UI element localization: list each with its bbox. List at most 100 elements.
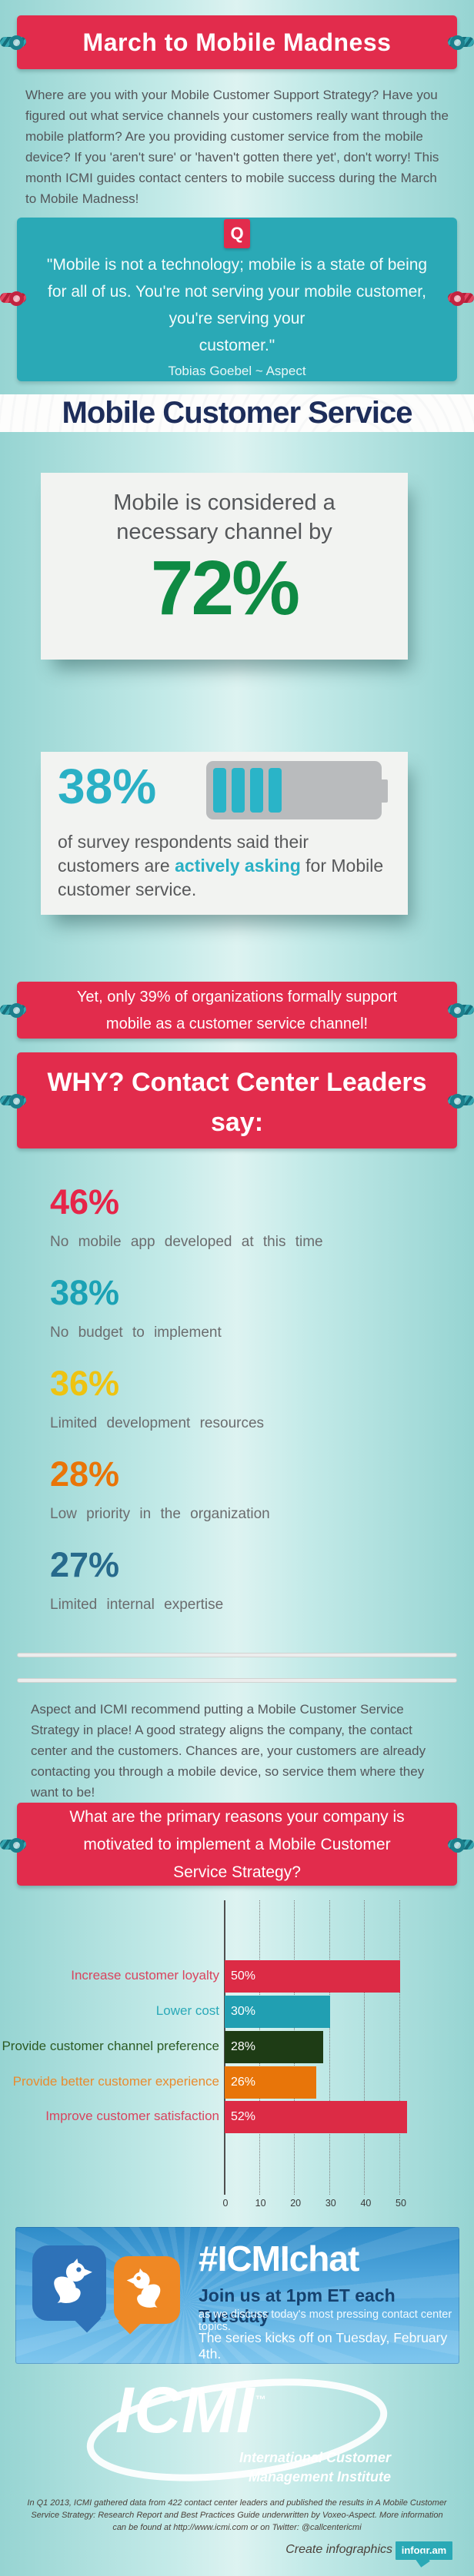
- bar: 50%: [225, 1960, 400, 1993]
- reasons-list: 46% No mobile app developed at this time…: [50, 1184, 450, 1637]
- reason-label: No mobile app developed at this time: [50, 1234, 323, 1250]
- grommet-left-red-icon: [9, 291, 24, 306]
- section-title-band: Mobile Customer Service: [0, 394, 474, 432]
- grommet-left-icon: [9, 1003, 24, 1018]
- x-tick-label: 30: [325, 2198, 336, 2209]
- bar: 30%: [225, 1996, 330, 2028]
- x-tick-label: 20: [290, 2198, 302, 2209]
- battery-bar-icon: [232, 768, 245, 813]
- fineprint-line: Service Strategy: Research Report and Be…: [31, 2511, 443, 2520]
- icmichat-series-line: The series kicks off on Tuesday, Februar…: [199, 2330, 448, 2362]
- bird-speech-bubble-orange-icon: [114, 2256, 180, 2324]
- battery-bar-icon: [213, 768, 226, 813]
- question-line: What are the primary reasons your compan…: [69, 1808, 405, 1826]
- reason-item: 38% No budget to implement: [50, 1275, 450, 1365]
- bar-value-label: 52%: [231, 2110, 256, 2123]
- grommet-left-icon: [9, 35, 24, 50]
- fineprint-line: can be found at http://www.icmi.com or o…: [112, 2523, 362, 2532]
- stat-card-72: Mobile is considered a necessary channel…: [41, 473, 408, 660]
- icmichat-discuss-line: as we discuss today's most pressing cont…: [199, 2308, 452, 2333]
- ribbon-why: WHY? Contact Center Leaders say:: [0, 1052, 474, 1148]
- quote-icon: Q: [224, 219, 250, 248]
- grommet-right-icon: [450, 1094, 465, 1109]
- reason-label: Low priority in the organization: [50, 1506, 270, 1522]
- bar: 52%: [225, 2101, 408, 2133]
- bar-category-label: Provide better customer experience: [12, 2074, 219, 2089]
- reason-value: 36%: [50, 1364, 120, 1403]
- reason-value: 28%: [50, 1454, 120, 1494]
- gridline: [364, 1900, 366, 2195]
- bar-category-label: Increase customer loyalty: [71, 1968, 219, 1983]
- quote-text: "Mobile is not a technology; mobile is a…: [25, 251, 449, 359]
- ribbon-question: What are the primary reasons your compan…: [0, 1803, 474, 1886]
- bar: 26%: [225, 2066, 316, 2099]
- bar-value-label: 50%: [231, 1969, 256, 1983]
- quote-line: customer.": [199, 337, 275, 354]
- icmichat-banner: #ICMIchat Join us at 1pm ET each Tuesday…: [15, 2227, 459, 2364]
- icmi-swoosh-icon: [86, 2378, 388, 2481]
- gridline: [329, 1900, 330, 2195]
- quote-box: Q "Mobile is not a technology; mobile is…: [0, 218, 474, 381]
- reason-value: 27%: [50, 1545, 120, 1584]
- stat38-value: 38%: [58, 759, 157, 814]
- section-title: Mobile Customer Service: [62, 396, 413, 430]
- create-infographics-credit: Create infographics: [285, 2543, 392, 2556]
- stat72-value: 72%: [150, 545, 300, 631]
- battery-icon: [206, 761, 388, 819]
- page-title: March to Mobile Madness: [82, 28, 392, 56]
- x-tick-label: 50: [396, 2198, 406, 2209]
- x-tick-label: 40: [360, 2198, 372, 2209]
- battery-bar-icon: [269, 768, 282, 813]
- gridline: [399, 1900, 400, 2195]
- ribbon-why-line: say:: [210, 1108, 264, 1137]
- icmichat-hashtag: #ICMIchat: [199, 2239, 359, 2279]
- ribbon39-line: mobile as a customer service channel!: [105, 1015, 369, 1032]
- grommet-left-icon: [9, 1838, 24, 1853]
- x-tick-label: 0: [222, 2198, 229, 2209]
- reason-item: 36% Limited development resources: [50, 1365, 450, 1456]
- reason-item: 46% No mobile app developed at this time: [50, 1184, 450, 1275]
- ribbon-39-percent: Yet, only 39% of organizations formally …: [0, 982, 474, 1039]
- question-line: motivated to implement a Mobile Customer: [83, 1836, 391, 1853]
- quote-line: for all of us. You're not serving your m…: [48, 283, 426, 301]
- title-ribbon: March to Mobile Madness: [0, 15, 474, 69]
- grommet-right-icon: [450, 1003, 465, 1018]
- fineprint-line: In Q1 2013, ICMI gathered data from 422 …: [27, 2498, 447, 2508]
- stat72-heading: Mobile is considered a necessary channel…: [113, 490, 335, 544]
- infogram-badge[interactable]: infogr.am: [396, 2541, 452, 2560]
- icmi-wordmark: ICMI™: [115, 2374, 267, 2446]
- quote-line: you're serving your: [169, 310, 305, 327]
- reason-label: No budget to implement: [50, 1325, 222, 1341]
- bar-value-label: 28%: [231, 2040, 256, 2053]
- bar-category-label: Provide customer channel preference: [2, 2039, 219, 2053]
- quote-attribution: Tobias Goebel ~ Aspect: [168, 364, 306, 378]
- bar-value-label: 30%: [231, 2005, 256, 2018]
- reason-label: Limited internal expertise: [50, 1597, 224, 1613]
- trademark-symbol: ™: [255, 2393, 267, 2405]
- x-tick-label: 10: [255, 2198, 266, 2209]
- motivation-bar-chart: Increase customer loyalty Lower cost Pro…: [0, 1900, 474, 2211]
- grommet-left-icon: [9, 1094, 24, 1109]
- stat38-text: of survey respondents said their custome…: [58, 832, 384, 899]
- intro-paragraph: Where are you with your Mobile Customer …: [25, 88, 449, 206]
- bird-speech-bubble-blue-icon: [32, 2245, 106, 2321]
- quote-line: "Mobile is not a technology; mobile is a…: [46, 256, 428, 274]
- grommet-right-red-icon: [450, 291, 465, 306]
- stat-card-38: 38% of survey respondents said their cus…: [41, 752, 408, 915]
- stat38-highlight: actively asking: [175, 856, 301, 876]
- divider: [17, 1678, 457, 1683]
- battery-bar-icon: [250, 768, 263, 813]
- bird-icon: [126, 2268, 161, 2308]
- bird-icon: [54, 2259, 92, 2303]
- reason-item: 28% Low priority in the organization: [50, 1456, 450, 1547]
- grommet-right-icon: [450, 35, 465, 50]
- ribbon-why-line: WHY? Contact Center Leaders: [47, 1068, 427, 1097]
- question-line: Service Strategy?: [173, 1863, 301, 1881]
- reason-item: 27% Limited internal expertise: [50, 1547, 450, 1637]
- reason-label: Limited development resources: [50, 1415, 265, 1431]
- bar-value-label: 26%: [231, 2076, 256, 2089]
- reason-value: 38%: [50, 1273, 120, 1312]
- ribbon39-line: Yet, only 39% of organizations formally …: [76, 989, 398, 1005]
- divider: [17, 1653, 457, 1657]
- icmichat-join-line: Join us at 1pm ET each Tuesday: [199, 2285, 396, 2326]
